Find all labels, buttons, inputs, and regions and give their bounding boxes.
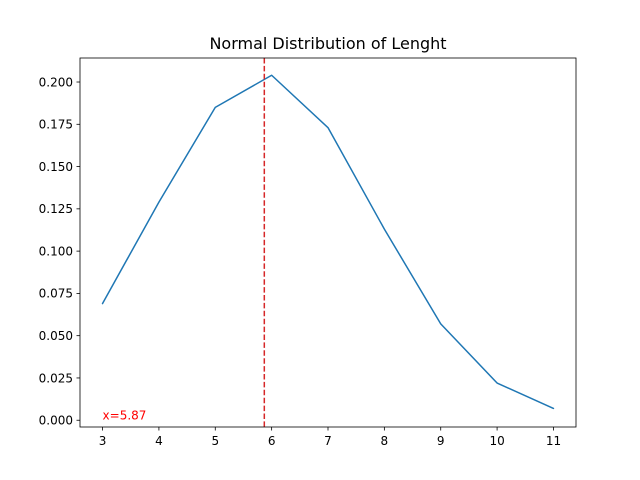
y-tick-label: 0.075 (39, 287, 73, 301)
y-tick-label: 0.050 (39, 329, 73, 343)
x-tick-label: 8 (381, 434, 389, 448)
y-tick-label: 0.200 (39, 75, 73, 89)
y-tick-label: 0.025 (39, 371, 73, 385)
annotation-label: x=5.87 (103, 409, 147, 423)
axes-frame (79, 57, 577, 428)
y-tick-label: 0.125 (39, 202, 73, 216)
y-tick-label: 0.175 (39, 118, 73, 132)
x-tick-label: 10 (489, 434, 504, 448)
series-line-0 (101, 74, 555, 410)
x-tick-label: 7 (324, 434, 332, 448)
x-tick-label: 6 (268, 434, 276, 448)
chart-title: Normal Distribution of Lenght (209, 34, 446, 53)
x-tick-label: 11 (546, 434, 561, 448)
x-tick-label: 9 (437, 434, 445, 448)
x-tick-label: 5 (211, 434, 219, 448)
y-tick-label: 0.100 (39, 244, 73, 258)
y-tick-label: 0.150 (39, 160, 73, 174)
x-tick-label: 4 (155, 434, 163, 448)
x-tick-label: 3 (99, 434, 107, 448)
y-tick-label: 0.000 (39, 414, 73, 428)
